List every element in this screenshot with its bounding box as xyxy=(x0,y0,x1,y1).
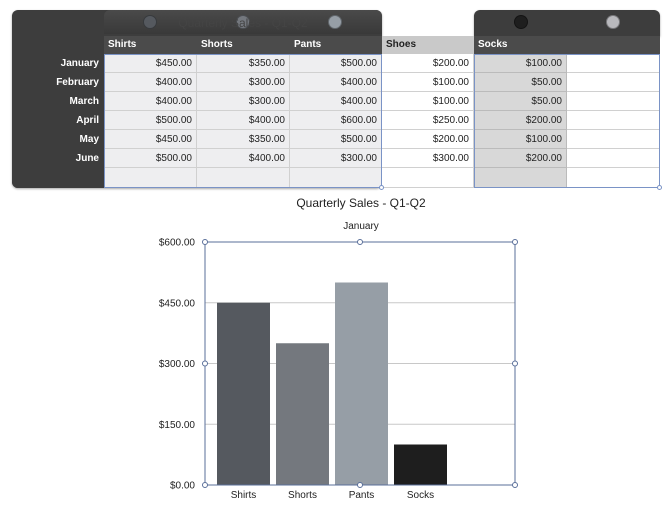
x-tick-label: Shorts xyxy=(288,490,317,501)
table-cell[interactable]: $450.00 xyxy=(104,130,197,149)
chart-subtitle: January xyxy=(343,221,379,232)
row-header[interactable]: February xyxy=(56,77,99,88)
column-header-shorts[interactable]: Shorts xyxy=(197,36,290,54)
chart-resize-handle[interactable] xyxy=(512,482,518,488)
column-header-shoes[interactable]: Shoes xyxy=(382,36,474,54)
bar-shorts[interactable] xyxy=(276,343,329,485)
table-cell[interactable]: $100.00 xyxy=(382,73,474,92)
table-cell[interactable] xyxy=(104,168,197,188)
table-cell[interactable] xyxy=(567,92,660,111)
x-tick-label: Socks xyxy=(407,490,434,501)
row-header[interactable]: March xyxy=(69,96,99,107)
x-tick-label: Shirts xyxy=(231,490,257,501)
column-header-empty[interactable] xyxy=(567,36,660,54)
x-tick-label: Pants xyxy=(349,490,375,501)
socks-selection-panel xyxy=(474,10,660,36)
table-cell[interactable]: $500.00 xyxy=(290,130,382,149)
color-swatch-shirts[interactable] xyxy=(143,15,157,29)
table-cell[interactable]: $300.00 xyxy=(290,149,382,168)
chart-title: Quarterly Sales - Q1-Q2 xyxy=(296,196,426,210)
table-cell[interactable]: $350.00 xyxy=(197,130,290,149)
table-cell[interactable]: $300.00 xyxy=(382,149,474,168)
table-cell[interactable] xyxy=(567,111,660,130)
chart-resize-handle[interactable] xyxy=(202,360,208,367)
table-cell[interactable]: $400.00 xyxy=(104,73,197,92)
table-cell[interactable]: $200.00 xyxy=(382,54,474,73)
selection-resize-handle[interactable] xyxy=(657,185,662,190)
table-cell[interactable]: $50.00 xyxy=(474,92,567,111)
chart-resize-handle[interactable] xyxy=(202,239,208,245)
table-cell[interactable]: $500.00 xyxy=(104,149,197,168)
table-cell[interactable] xyxy=(567,168,660,188)
color-swatch-shorts[interactable] xyxy=(236,15,250,29)
y-tick-label: $150.00 xyxy=(159,420,196,431)
y-tick-label: $300.00 xyxy=(159,359,196,370)
table-cell[interactable]: $250.00 xyxy=(382,111,474,130)
table-cell[interactable]: $350.00 xyxy=(197,54,290,73)
bar-shirts[interactable] xyxy=(217,302,270,485)
table-cell[interactable]: $300.00 xyxy=(197,73,290,92)
row-header[interactable]: June xyxy=(75,153,99,164)
table-cell[interactable]: $400.00 xyxy=(197,111,290,130)
table-cell[interactable]: $100.00 xyxy=(382,92,474,111)
chart-resize-handle[interactable] xyxy=(512,360,518,367)
table-cell[interactable]: $300.00 xyxy=(197,92,290,111)
table-cell[interactable]: $400.00 xyxy=(290,92,382,111)
table-cell[interactable]: $450.00 xyxy=(104,54,197,73)
chart-resize-handle[interactable] xyxy=(357,239,363,245)
table-cell[interactable]: $200.00 xyxy=(474,149,567,168)
plot-area xyxy=(205,242,515,485)
column-header-socks[interactable]: Socks xyxy=(474,36,567,54)
table-cell[interactable] xyxy=(382,168,474,188)
table-cell[interactable]: $50.00 xyxy=(474,73,567,92)
table-cell[interactable]: $100.00 xyxy=(474,54,567,73)
table-cell[interactable]: $500.00 xyxy=(104,111,197,130)
y-tick-label: $0.00 xyxy=(170,481,195,492)
table-cell[interactable] xyxy=(567,130,660,149)
chart-resize-handle[interactable] xyxy=(357,482,363,488)
table-cell[interactable]: $200.00 xyxy=(382,130,474,149)
table-cell[interactable] xyxy=(567,149,660,168)
column-header-shirts[interactable]: Shirts xyxy=(104,36,197,54)
chart-resize-handle[interactable] xyxy=(512,239,518,245)
selection-resize-handle[interactable] xyxy=(379,185,384,190)
row-header-column xyxy=(12,54,104,188)
table-cell[interactable] xyxy=(197,168,290,188)
color-swatch-socks[interactable] xyxy=(514,15,528,29)
column-header-pants[interactable]: Pants xyxy=(290,36,382,54)
table-cell[interactable]: $400.00 xyxy=(197,149,290,168)
bar-pants[interactable] xyxy=(335,282,388,486)
chart-resize-handle[interactable] xyxy=(202,482,208,488)
row-header[interactable]: April xyxy=(76,115,99,126)
y-tick-label: $600.00 xyxy=(159,238,196,249)
table-cell[interactable] xyxy=(474,168,567,188)
chart-selection-frame xyxy=(204,241,516,486)
table-cell[interactable] xyxy=(290,168,382,188)
color-swatch-pants[interactable] xyxy=(328,15,342,29)
bar-socks[interactable] xyxy=(394,444,447,486)
table-cell[interactable]: $400.00 xyxy=(104,92,197,111)
table-cell[interactable]: $100.00 xyxy=(474,130,567,149)
table-cell[interactable]: $400.00 xyxy=(290,73,382,92)
y-tick-label: $450.00 xyxy=(159,298,196,309)
table-cell[interactable] xyxy=(567,54,660,73)
table-cell[interactable] xyxy=(567,73,660,92)
row-header[interactable]: May xyxy=(79,134,99,145)
table-cell[interactable]: $600.00 xyxy=(290,111,382,130)
row-header[interactable]: January xyxy=(60,58,99,69)
table-cell[interactable]: $500.00 xyxy=(290,54,382,73)
color-swatch-extra[interactable] xyxy=(606,15,620,29)
table-cell[interactable]: $200.00 xyxy=(474,111,567,130)
